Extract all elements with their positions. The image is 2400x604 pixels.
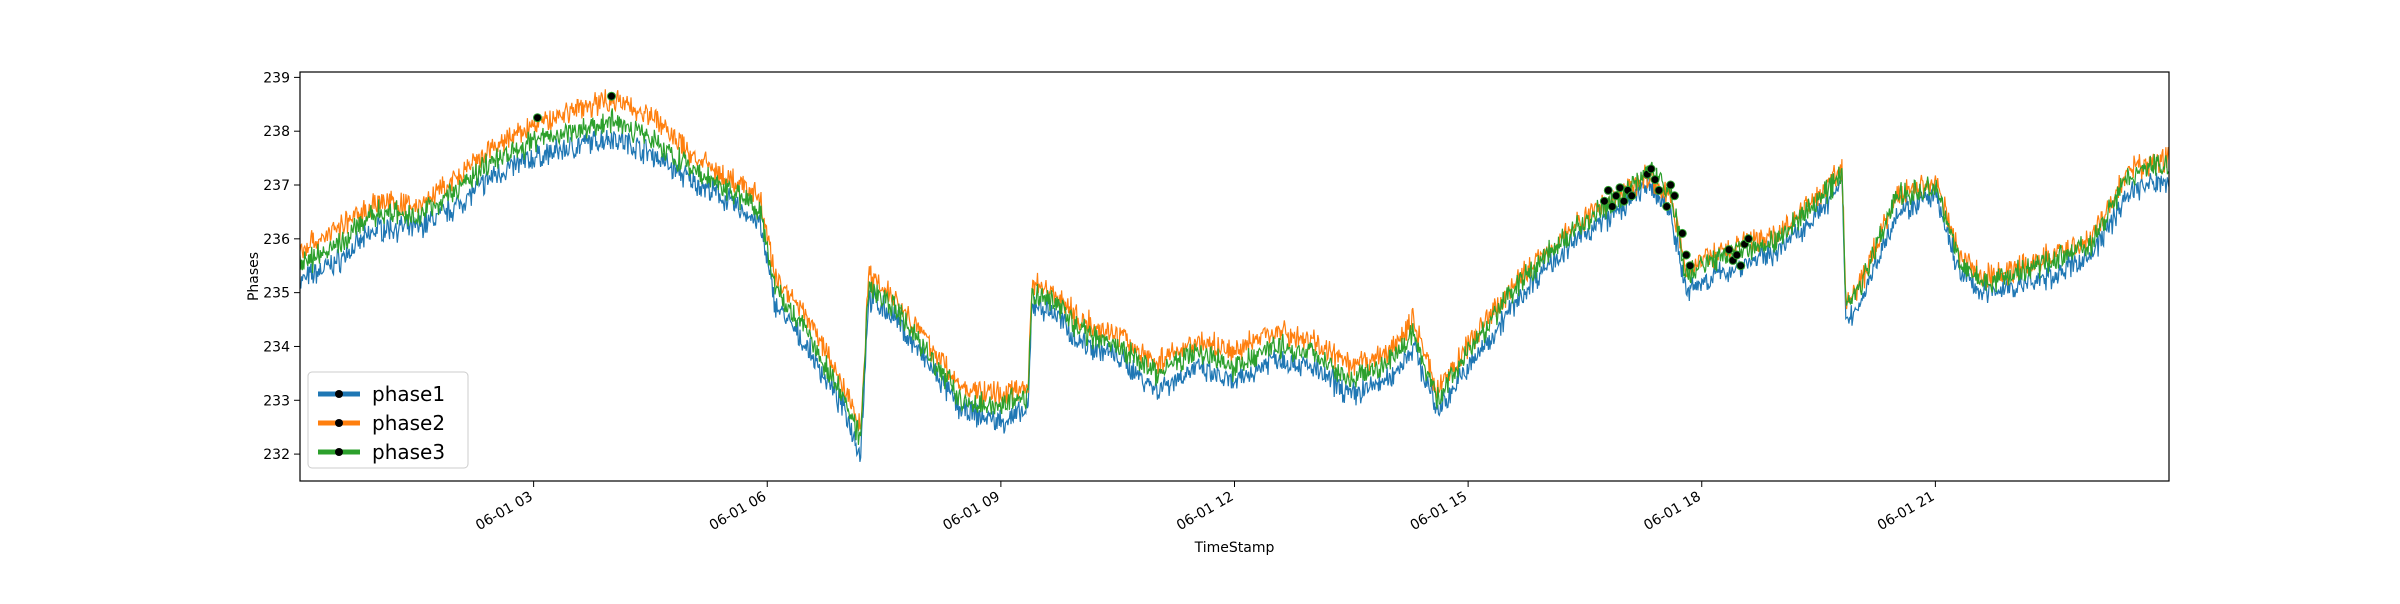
anomaly-point xyxy=(1599,196,1609,206)
y-tick-label: 236 xyxy=(263,232,290,248)
anomaly-point xyxy=(1603,185,1613,195)
x-tick-label: 06-01 15 xyxy=(1408,489,1471,534)
anomaly-point xyxy=(1615,183,1625,193)
series-line-phase3 xyxy=(300,108,2169,445)
anomaly-marker-layer xyxy=(533,91,1753,271)
x-tick-label: 06-01 09 xyxy=(940,489,1003,534)
anomaly-point xyxy=(1666,180,1676,190)
legend-marker-phase2 xyxy=(335,419,343,427)
legend-label-phase3: phase3 xyxy=(372,440,445,464)
anomaly-point xyxy=(1650,175,1660,185)
anomaly-point xyxy=(533,113,542,123)
x-axis-label: TimeStamp xyxy=(1194,540,1275,556)
anomaly-point xyxy=(1627,191,1637,201)
legend-label-phase1: phase1 xyxy=(372,382,445,406)
x-tick-label: 06-01 03 xyxy=(473,489,536,534)
anomaly-point xyxy=(1611,191,1621,201)
anomaly-point xyxy=(1681,250,1691,260)
anomaly-point xyxy=(1646,164,1656,174)
anomaly-point xyxy=(1662,202,1672,211)
anomaly-point xyxy=(1732,250,1742,260)
x-tick-label: 06-01 18 xyxy=(1641,489,1704,534)
x-tick-label: 06-01 12 xyxy=(1174,489,1237,534)
anomaly-point xyxy=(607,91,616,101)
y-tick-label: 238 xyxy=(263,124,290,140)
anomaly-point xyxy=(1744,234,1753,244)
legend-marker-phase1 xyxy=(335,390,343,398)
y-tick-label: 233 xyxy=(263,393,290,409)
anomaly-point xyxy=(1724,245,1734,255)
x-tick-label: 06-01 21 xyxy=(1875,489,1938,534)
x-axis: 06-01 03 06-01 06 06-01 09 06-01 12 06-01 15… xyxy=(473,481,1937,534)
anomaly-point xyxy=(1619,196,1629,206)
anomaly-point xyxy=(1677,228,1687,238)
series-line-phase2 xyxy=(300,89,2169,432)
x-tick-label: 06-01 06 xyxy=(707,489,770,534)
y-axis-label: Phases xyxy=(246,252,262,301)
y-tick-label: 232 xyxy=(263,447,290,463)
y-tick-label: 239 xyxy=(263,70,290,86)
y-axis: 232 233 234 235 236 237 238 239 xyxy=(263,70,300,463)
series-layer xyxy=(300,89,2169,463)
anomaly-point xyxy=(1670,191,1679,201)
legend: phase1 phase2 phase3 xyxy=(307,371,469,469)
anomaly-point xyxy=(1607,202,1617,211)
anomaly-point xyxy=(1654,185,1664,195)
y-tick-label: 237 xyxy=(263,178,290,194)
anomaly-point xyxy=(1685,261,1695,271)
anomaly-point xyxy=(1736,261,1746,271)
series-line-phase1 xyxy=(300,128,2169,463)
y-tick-label: 234 xyxy=(263,339,290,355)
y-tick-label: 235 xyxy=(263,286,290,302)
legend-label-phase2: phase2 xyxy=(372,411,445,435)
legend-marker-phase3 xyxy=(335,448,343,456)
